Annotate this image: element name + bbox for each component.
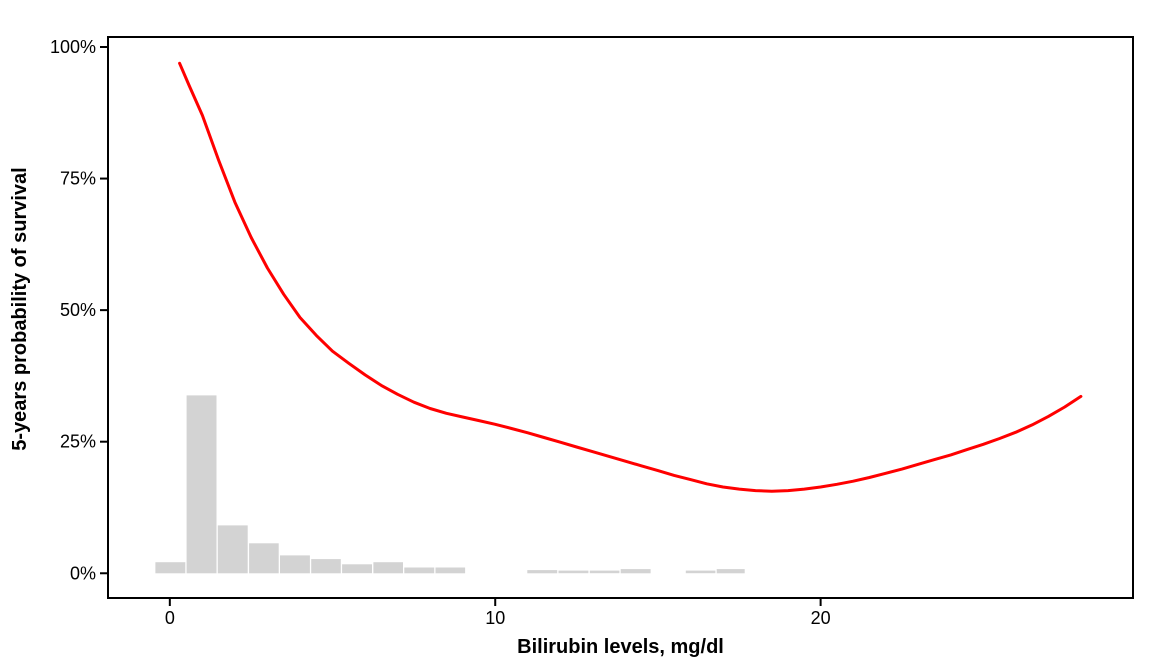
histogram-bar — [311, 559, 341, 574]
histogram-bar — [342, 564, 372, 574]
y-tick-label: 75% — [60, 169, 96, 189]
y-axis-title: 5-years probability of survival — [9, 167, 31, 451]
histogram-bar — [620, 569, 651, 574]
y-tick-label: 0% — [70, 563, 96, 583]
histogram-bar — [186, 395, 217, 574]
survival-curve-line — [178, 61, 1083, 493]
plot-panel-border — [107, 36, 1134, 599]
histogram-bar — [404, 567, 435, 574]
x-tick-label: 10 — [485, 608, 505, 628]
histogram-bar — [155, 562, 186, 574]
histogram-bar — [589, 570, 620, 574]
histogram-bar — [280, 555, 310, 574]
histogram-bar — [527, 570, 558, 574]
y-tick-label: 25% — [60, 432, 96, 452]
histogram-bar — [435, 567, 466, 574]
x-tick-label: 20 — [811, 608, 831, 628]
y-tick-label: 100% — [50, 37, 96, 57]
histogram-bar — [249, 543, 279, 574]
y-tick-label: 50% — [60, 300, 96, 320]
x-axis-title: Bilirubin levels, mg/dl — [517, 636, 724, 658]
histogram-bar — [217, 525, 248, 574]
x-tick-label: 0 — [165, 608, 175, 628]
histogram-bar — [716, 569, 745, 574]
histogram-bar — [373, 562, 403, 574]
histogram-bar — [558, 570, 589, 574]
histogram-bar — [685, 570, 716, 574]
